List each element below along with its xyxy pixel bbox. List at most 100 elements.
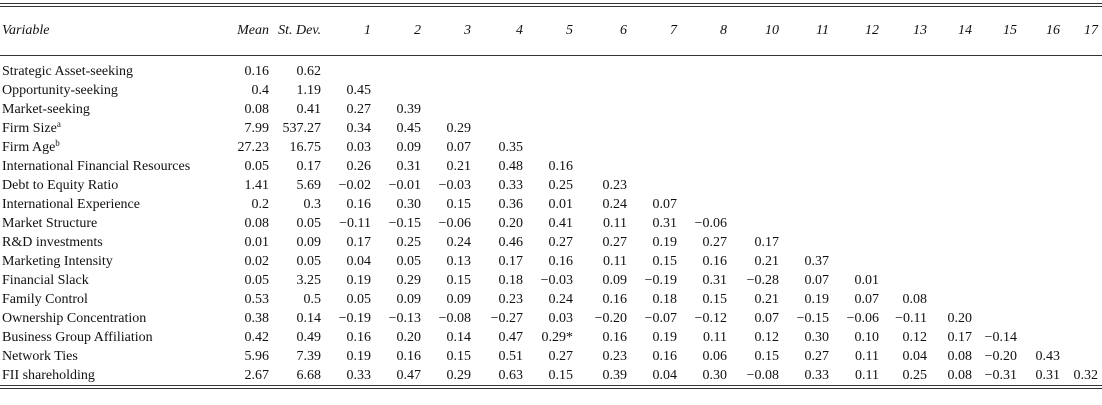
- empty-cell: [1064, 271, 1102, 290]
- empty-cell: [577, 138, 631, 157]
- empty-cell: [425, 81, 475, 100]
- variable-cell: Market-seeking: [0, 100, 225, 119]
- value-cell: 0.07: [446, 140, 472, 155]
- empty-cell: [577, 81, 631, 100]
- value-cell: 0.05: [244, 159, 270, 174]
- variable-label: Firm Size: [2, 121, 57, 136]
- empty-cell: [931, 56, 976, 82]
- value-cell: 0.45: [346, 83, 372, 98]
- empty-cell: [731, 119, 783, 138]
- empty-cell: [325, 56, 375, 82]
- empty-cell: [527, 100, 577, 119]
- value-cell: 0.15: [446, 197, 472, 212]
- value-cell: 0.20: [396, 330, 422, 345]
- value-cell: −0.08: [746, 368, 779, 383]
- empty-cell: [883, 233, 931, 252]
- value-cell: 5.69: [296, 178, 322, 193]
- value-cell: 0.17: [947, 330, 973, 345]
- value-cell: 0.16: [602, 292, 628, 307]
- table-row: Market Structure 0.08 0.05 −0.11 −0.15 −0.06 0…: [0, 214, 1102, 233]
- empty-cell: [681, 195, 731, 214]
- value-cell: 0.25: [902, 368, 928, 383]
- empty-cell: [976, 252, 1021, 271]
- value-cell: −0.08: [438, 311, 471, 326]
- variable-cell: Opportunity-seeking: [0, 81, 225, 100]
- empty-cell: [833, 81, 883, 100]
- variable-label: Strategic Asset-seeking: [2, 64, 134, 79]
- empty-cell: [883, 138, 931, 157]
- empty-cell: [883, 176, 931, 195]
- value-cell: 0.05: [346, 292, 372, 307]
- value-cell: 0.33: [346, 368, 372, 383]
- value-cell: 0.18: [498, 273, 524, 288]
- column-header: 7: [670, 23, 677, 38]
- value-cell: 0.20: [947, 311, 973, 326]
- value-cell: 0.21: [446, 159, 472, 174]
- value-cell: 0.30: [396, 197, 422, 212]
- empty-cell: [833, 176, 883, 195]
- empty-cell: [783, 176, 833, 195]
- table-row: Marketing Intensity 0.02 0.05 0.04 0.05 0.13 0…: [0, 252, 1102, 271]
- value-cell: 0.24: [602, 197, 628, 212]
- table-head: Variable Mean St. Dev. 1 2 3 4 5 6 7 8 10 11 12 13 14 15…: [0, 5, 1102, 56]
- value-cell: 0.19: [804, 292, 830, 307]
- value-cell: −0.19: [644, 273, 677, 288]
- variable-label: Network Ties: [2, 349, 78, 364]
- value-cell: 0.14: [296, 311, 322, 326]
- value-cell: 0.31: [396, 159, 422, 174]
- value-cell: 0.21: [754, 292, 780, 307]
- value-cell: 0.29: [446, 368, 472, 383]
- empty-cell: [681, 176, 731, 195]
- empty-cell: [883, 252, 931, 271]
- value-cell: 0.16: [346, 197, 372, 212]
- value-cell: 0.08: [947, 349, 973, 364]
- value-cell: 0.09: [396, 140, 422, 155]
- empty-cell: [931, 81, 976, 100]
- column-header: 4: [516, 23, 523, 38]
- value-cell: −0.02: [338, 178, 371, 193]
- variable-cell: International Financial Resources: [0, 157, 225, 176]
- empty-cell: [976, 119, 1021, 138]
- value-cell: 27.23: [237, 140, 270, 155]
- variable-cell: Market Structure: [0, 214, 225, 233]
- empty-cell: [976, 271, 1021, 290]
- empty-cell: [1021, 100, 1064, 119]
- value-cell: 0.34: [346, 121, 372, 136]
- empty-cell: [833, 233, 883, 252]
- value-cell: 0.09: [446, 292, 472, 307]
- empty-cell: [1064, 309, 1102, 328]
- value-cell: 0.41: [296, 102, 322, 117]
- empty-cell: [976, 195, 1021, 214]
- empty-cell: [976, 214, 1021, 233]
- table-row: Strategic Asset-seeking 0.16 0.62: [0, 56, 1102, 82]
- empty-cell: [577, 100, 631, 119]
- value-cell: 0.07: [804, 273, 830, 288]
- value-cell: −0.27: [490, 311, 523, 326]
- value-cell: 0.47: [396, 368, 422, 383]
- empty-cell: [833, 252, 883, 271]
- value-cell: 0.27: [702, 235, 728, 250]
- empty-cell: [783, 138, 833, 157]
- value-cell: 0.16: [244, 64, 270, 79]
- value-cell: 0.49: [296, 330, 322, 345]
- variable-label: Opportunity-seeking: [2, 83, 118, 98]
- value-cell: 0.01: [548, 197, 574, 212]
- variable-label: International Experience: [2, 197, 140, 212]
- value-cell: 0.17: [498, 254, 524, 269]
- table-row: Family Control 0.53 0.5 0.05 0.09 0.09 0.23 0.2…: [0, 290, 1102, 309]
- value-cell: 0.03: [548, 311, 574, 326]
- value-cell: 0.39: [602, 368, 628, 383]
- value-cell: 1.19: [296, 83, 322, 98]
- value-cell: −0.20: [984, 349, 1017, 364]
- empty-cell: [1021, 309, 1064, 328]
- empty-cell: [833, 119, 883, 138]
- empty-cell: [883, 81, 931, 100]
- value-cell: 0.47: [498, 330, 524, 345]
- empty-cell: [425, 100, 475, 119]
- table-row: R&D investments 0.01 0.09 0.17 0.25 0.24 0.46 0…: [0, 233, 1102, 252]
- value-cell: 0.5: [303, 292, 322, 307]
- value-cell: 0.20: [498, 216, 524, 231]
- empty-cell: [1064, 138, 1102, 157]
- empty-cell: [931, 214, 976, 233]
